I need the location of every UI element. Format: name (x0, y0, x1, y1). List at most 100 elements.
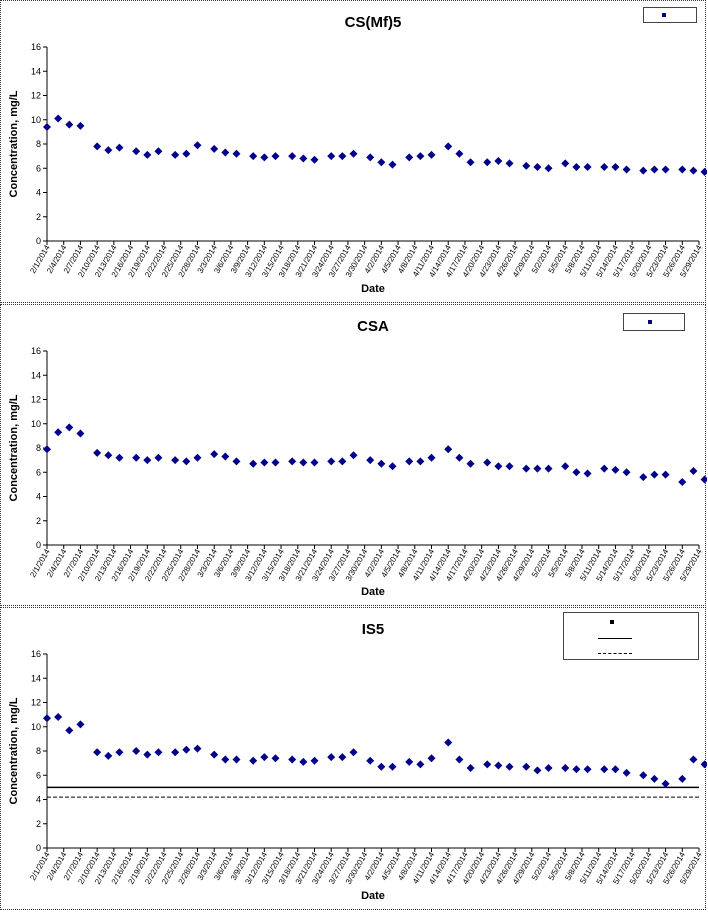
data-point (600, 464, 609, 473)
data-point (494, 156, 503, 165)
data-point (600, 163, 609, 172)
data-point (288, 755, 297, 764)
data-point (622, 165, 631, 174)
y-tick-label: 4 (36, 492, 41, 502)
x-axis-label: Date (361, 283, 385, 295)
data-point (271, 458, 280, 467)
data-point (193, 141, 202, 150)
y-tick-label: 6 (36, 770, 41, 780)
data-point (700, 475, 707, 484)
data-point (232, 755, 241, 764)
data-point (115, 748, 124, 757)
data-point (76, 720, 85, 729)
chart-title: CS(Mf)5 (345, 14, 402, 31)
y-tick-label: 0 (36, 843, 41, 853)
data-point (260, 458, 269, 467)
legend-is5 (563, 612, 699, 660)
data-point (505, 462, 514, 471)
data-point (327, 457, 336, 466)
data-point (583, 163, 592, 172)
data-point (76, 121, 85, 130)
data-point (377, 762, 386, 771)
data-point (427, 754, 436, 763)
data-point (132, 147, 141, 156)
data-point (561, 159, 570, 168)
data-point (327, 753, 336, 762)
data-point (171, 456, 180, 465)
data-point (533, 163, 542, 172)
data-point (104, 146, 113, 155)
data-point (639, 771, 648, 780)
y-tick-label: 10 (31, 419, 41, 429)
data-point (416, 152, 425, 161)
data-point (533, 464, 542, 473)
data-point (455, 453, 464, 462)
y-tick-label: 6 (36, 467, 41, 477)
data-point (427, 150, 436, 159)
data-point (700, 167, 707, 176)
y-tick-label: 14 (31, 673, 41, 683)
data-point (689, 166, 698, 175)
x-axis-label: Date (361, 890, 385, 902)
data-point (249, 459, 258, 468)
data-point (572, 468, 581, 477)
data-point (221, 452, 230, 461)
data-point (154, 453, 163, 462)
y-tick-label: 12 (31, 395, 41, 405)
y-tick-label: 6 (36, 163, 41, 173)
chart-panel-csa: CSA 0 2 4 6 8 10 12 14 16 2/1/2014 2/4/2014 2/7/2014… (0, 304, 707, 606)
data-point (466, 459, 475, 468)
data-point (522, 762, 531, 771)
y-tick-label: 2 (36, 819, 41, 829)
y-tick-label: 14 (31, 66, 41, 76)
data-point (388, 462, 397, 471)
y-tick-label: 12 (31, 698, 41, 708)
data-point (650, 470, 659, 479)
data-point (54, 428, 63, 437)
data-point (522, 464, 531, 473)
data-point (661, 165, 670, 174)
chart-svg-csmf5: CS(Mf)502468101214162/1/20142/4/20142/7/… (8, 14, 707, 295)
data-point (171, 150, 180, 159)
data-point (388, 160, 397, 169)
y-tick-label: 2 (36, 212, 41, 222)
data-point (583, 765, 592, 774)
data-point (444, 445, 453, 454)
data-point (115, 143, 124, 152)
data-point (182, 745, 191, 754)
data-point (678, 165, 687, 174)
data-point (483, 458, 492, 467)
data-point (221, 755, 230, 764)
data-point (193, 453, 202, 462)
data-point (611, 765, 620, 774)
data-point (661, 779, 670, 788)
data-point (572, 163, 581, 172)
data-point (466, 158, 475, 167)
data-point (639, 166, 648, 175)
data-point (288, 457, 297, 466)
data-point (366, 456, 375, 465)
data-point (522, 161, 531, 170)
y-tick-label: 4 (36, 795, 41, 805)
data-point (405, 457, 414, 466)
data-point (132, 747, 141, 755)
data-point (54, 114, 63, 123)
data-point (143, 750, 152, 759)
data-point (600, 765, 609, 774)
chart-title: IS5 (362, 621, 385, 638)
data-point (65, 120, 74, 129)
data-point (271, 152, 280, 161)
data-point (115, 453, 124, 462)
data-point (182, 457, 191, 466)
legend-csa (623, 313, 685, 331)
legend-marker-icon (662, 13, 666, 17)
data-point (689, 755, 698, 764)
data-point (650, 774, 659, 783)
chart-title: CSA (357, 318, 389, 335)
y-tick-label: 10 (31, 115, 41, 125)
data-point (405, 757, 414, 766)
y-axis-label: Concentration, mg/L (8, 90, 20, 197)
x-axis-label: Date (361, 586, 385, 598)
chart-panel-is5: IS5 0 2 4 6 8 10 12 14 16 2/1/2014 2/4/2014 2/7/2014… (0, 607, 707, 910)
data-point (93, 448, 102, 457)
